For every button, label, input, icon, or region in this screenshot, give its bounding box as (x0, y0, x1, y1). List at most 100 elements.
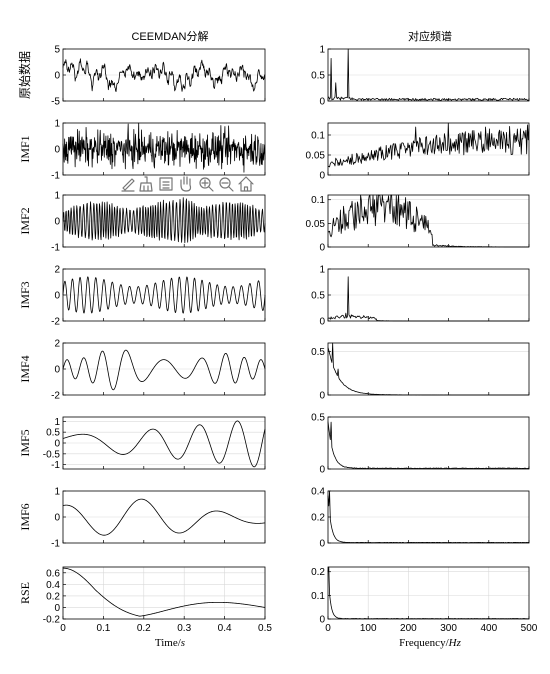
x-tick-label: 200 (400, 623, 417, 634)
time-series-line (62, 498, 266, 536)
zoom-in-icon[interactable] (199, 177, 214, 192)
pan-icon[interactable] (180, 176, 192, 192)
time-axes-7: -1 0 1 IMF6 (18, 487, 266, 550)
icon-shape (238, 176, 254, 192)
y-tick-label: 0 (54, 365, 60, 376)
spectrum-line (327, 276, 529, 322)
x-tick-label: 300 (440, 623, 457, 634)
axes-toolbar (121, 176, 254, 192)
time-axes-6: -1-0.500.51 IMF5 (18, 416, 266, 471)
time-series-line (62, 58, 266, 93)
spectrum-line (327, 490, 530, 544)
y-tick-label: 0 (319, 539, 325, 550)
row-label: IMF4 (18, 355, 32, 382)
y-tick-label: 0.2 (46, 591, 60, 602)
spectrum-line (327, 566, 530, 620)
brush-icon[interactable] (139, 176, 153, 192)
y-tick-label: 1 (54, 119, 60, 130)
spectrum-axes-6: 00.5 (311, 413, 530, 476)
right-column-title: 对应频谱 (408, 29, 452, 43)
y-tick-label: 0.6 (46, 568, 60, 579)
y-tick-label: 0.05 (306, 151, 326, 162)
y-tick-label: 0.1 (311, 195, 325, 206)
time-series-line (62, 276, 266, 314)
x-tick-label: 400 (480, 623, 497, 634)
icon-shape (121, 178, 135, 192)
y-tick-label: 0 (319, 317, 325, 328)
spectrum-axes-7: 0 0.2 0.4 (311, 487, 530, 550)
icon-shape (201, 179, 214, 192)
time-axes-5: -2 0 2 IMF4 (18, 339, 266, 402)
y-tick-label: 0.1 (311, 591, 325, 602)
spectrum-axes-2: 0 0.05 0.1 (306, 122, 530, 182)
time-series-line (62, 420, 266, 468)
y-tick-label: -0.5 (43, 449, 61, 460)
time-x-axis-label-text: Time/ (155, 637, 182, 649)
time-axes-4: -2 0 2 IMF3 (18, 265, 266, 328)
axes-frame (62, 566, 266, 620)
legend-icon[interactable] (159, 177, 173, 191)
x-tick-label: 0.4 (218, 623, 232, 634)
y-tick-label: -1 (51, 539, 60, 550)
y-tick-label: 0.5 (46, 428, 60, 439)
row-label: 原始数据 (17, 51, 32, 99)
spectrum-line (327, 48, 530, 101)
edit-icon[interactable] (121, 178, 135, 192)
icon-shape (199, 177, 211, 189)
y-tick-label: 1 (319, 45, 325, 56)
left-column-title: CEEMDAN分解 (131, 29, 208, 43)
y-tick-label: 0 (319, 171, 325, 182)
frequency-x-axis-label: Frequency/Hz (399, 637, 461, 649)
y-tick-label: -1 (51, 243, 60, 254)
y-tick-label: -1 (51, 460, 60, 471)
y-tick-label: 0.5 (311, 347, 325, 358)
time-series-line (62, 122, 266, 173)
y-tick-label: -5 (51, 97, 60, 108)
time-axes-3: -1 0 1 IMF2 (18, 191, 266, 254)
x-tick-label: 0.1 (96, 623, 110, 634)
row-label: IMF6 (18, 503, 32, 530)
y-tick-label: 0.4 (46, 580, 60, 591)
y-tick-label: -2 (51, 317, 60, 328)
y-tick-label: 0.5 (311, 413, 325, 424)
row-label: RSE (18, 582, 32, 604)
time-x-axis-unit: s (181, 637, 185, 649)
time-x-axis-label: Time/s (155, 637, 185, 649)
axes-frame (327, 122, 530, 176)
y-tick-label: 0.1 (311, 131, 325, 142)
axes-frame (327, 342, 530, 396)
y-tick-label: 0 (319, 465, 325, 476)
axes-frame (327, 48, 530, 102)
row-label: IMF1 (18, 135, 32, 162)
axes-frame (62, 490, 266, 544)
spectrum-axes-3: 0 0.05 0.1 (306, 194, 530, 254)
spectrum-line (327, 421, 530, 469)
y-tick-label: 1 (54, 487, 60, 498)
x-tick-label: 0.3 (177, 623, 191, 634)
home-icon[interactable] (238, 176, 254, 192)
time-series-line (62, 197, 266, 244)
y-tick-label: 0 (54, 71, 60, 82)
spectrum-axes-4: 00.51 (311, 265, 530, 328)
frequency-x-axis-label-text: Frequency/ (399, 637, 449, 649)
spectrum-line (327, 342, 529, 396)
icon-shape (221, 182, 234, 192)
y-tick-label: 0 (319, 615, 325, 626)
y-tick-label: 1 (54, 417, 60, 428)
y-tick-label: 0 (54, 513, 60, 524)
y-tick-label: 0.2 (311, 513, 325, 524)
y-tick-label: 0 (319, 243, 325, 254)
y-tick-label: 2 (54, 339, 60, 350)
zoom-out-icon[interactable] (219, 177, 234, 192)
spectrum-axes-1: 00.51 (311, 45, 530, 108)
icon-shape (139, 176, 153, 192)
x-tick-label: 0.2 (137, 623, 151, 634)
row-label: IMF2 (18, 207, 32, 234)
y-tick-label: -0.2 (43, 615, 61, 626)
y-tick-label: -2 (51, 391, 60, 402)
x-tick-label: 0 (325, 623, 331, 634)
y-tick-label: 0 (54, 145, 60, 156)
icon-shape (180, 176, 192, 192)
y-tick-label: 0.5 (311, 71, 325, 82)
